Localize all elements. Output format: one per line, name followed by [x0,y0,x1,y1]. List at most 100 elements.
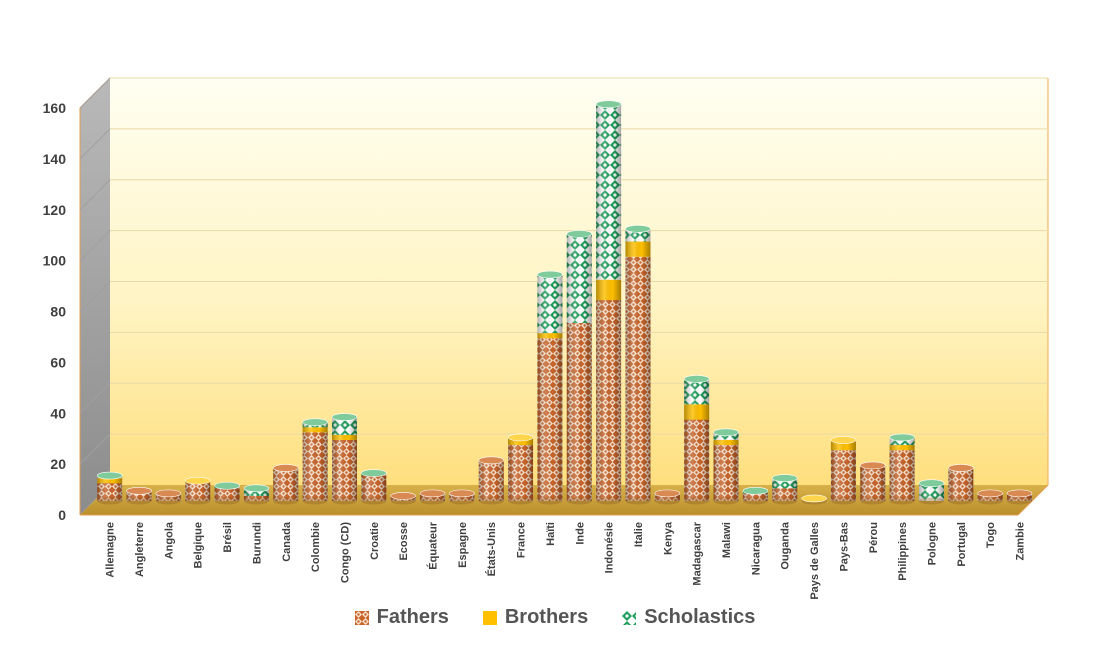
legend-swatch-fathers [354,610,369,625]
bar-cap [771,474,798,482]
bar-cap [625,225,651,233]
x-tick-label: Italie [633,522,645,547]
y-tick-label: 100 [43,253,67,269]
bar-shading [1007,493,1033,501]
bar-base [684,497,710,505]
x-axis-tick-labels: Allemagne Angleterre Angola Belgique Brésil B… [105,521,1027,600]
bar-shading [830,439,856,451]
chart-svg: 0 20 40 60 80 100 120 140 160 Allemagne Angleterr… [43,77,1049,600]
gridline-side [79,433,111,465]
x-tick-label: Pays-Bas [838,522,850,572]
bar-shading [684,419,710,501]
y-tick-label: 0 [58,507,66,523]
legend-item-fathers: Fathers [354,606,449,629]
x-tick-label: Pérou [868,522,880,553]
x-tick-label: Togo [985,522,997,548]
x-tick-label: Angola [163,521,175,559]
bar-cap [419,489,446,498]
bar-shading [889,445,915,451]
bar-shading [243,488,269,496]
bar-cap [302,418,328,426]
bar-base [830,497,856,505]
bar-base [361,497,387,505]
bar-shading [185,483,211,501]
bar-shading [596,279,622,301]
bar-shading [331,434,357,440]
legend-item-scholastics: Scholastics [622,606,755,629]
bar-base [742,497,768,505]
bar-base [331,497,357,505]
bar-base [977,497,1003,505]
gridline-side [79,128,111,160]
legend-label-brothers: Brothers [504,606,589,628]
bar-shading [772,488,798,501]
floor-right-edge [1017,484,1049,516]
y-tick-label: 80 [50,304,66,320]
bar-shading [596,300,622,501]
bar-shading [508,437,534,446]
gridline-side [79,179,111,211]
bar-base [214,497,240,505]
bar-base [596,497,622,505]
bar-cap [537,270,563,279]
x-tick-label: Congo (CD) [339,522,351,583]
bar-shading [625,241,651,257]
legend-swatch-scholastics [622,610,637,625]
bar-cap [478,456,505,465]
x-tick-label: Brésil [222,522,234,553]
bar-cap [449,489,475,498]
bar-shading [508,445,534,501]
y-tick-label: 60 [50,354,66,370]
bar-shading [772,478,798,489]
bar-base [772,497,798,505]
bar-cap [243,484,270,493]
x-tick-label: Inde [574,522,586,545]
bar-cap [595,100,622,108]
bar-shading [478,460,504,501]
bar-base [566,497,592,505]
bar-cap [1006,489,1033,498]
x-tick-label: Nicaragua [750,521,762,575]
bar-shading [596,104,622,280]
x-tick-label: Angleterre [134,522,146,577]
bar-cap [214,481,240,490]
bar-base [243,497,269,505]
bar-cap [390,492,416,500]
legend-label-scholastics: Scholastics [644,606,756,628]
bar-shading [97,478,123,484]
bar-cap [272,464,299,472]
y-tick-label: 120 [43,202,67,218]
x-tick-label: Ecosse [398,522,410,561]
bar-shading [713,439,739,446]
x-tick-label: Zambie [1015,522,1027,561]
bar-cap [683,375,710,383]
bar-cap [830,436,857,444]
bar-shading [889,450,915,501]
bar-base [918,497,944,505]
bar-cap [155,489,182,498]
bar-shading [566,322,592,501]
x-tick-label: Portugal [956,522,968,567]
bar-cap [713,428,739,437]
bar-base [625,497,651,505]
bar-cap [948,464,974,472]
x-tick-label: France [516,522,528,558]
bar-cap [126,487,152,495]
gridline-side [79,230,111,261]
bar-shading [625,256,651,501]
bar-base [508,497,534,505]
bars [96,100,1033,505]
bar-base [273,497,299,505]
x-tick-label: Malawi [721,522,733,558]
x-tick-label: Burundi [251,522,263,564]
bar-cap [859,461,886,470]
bar-shading [155,493,181,501]
x-tick-label: Croatie [369,522,381,560]
x-tick-label: Belgique [193,522,205,568]
bar-shading [126,490,152,501]
x-tick-label: Madagascar [692,521,704,585]
bar-shading [97,483,123,501]
bar-base [860,497,886,505]
bar-base [1007,497,1033,505]
x-tick-label: Ouganda [780,521,792,570]
